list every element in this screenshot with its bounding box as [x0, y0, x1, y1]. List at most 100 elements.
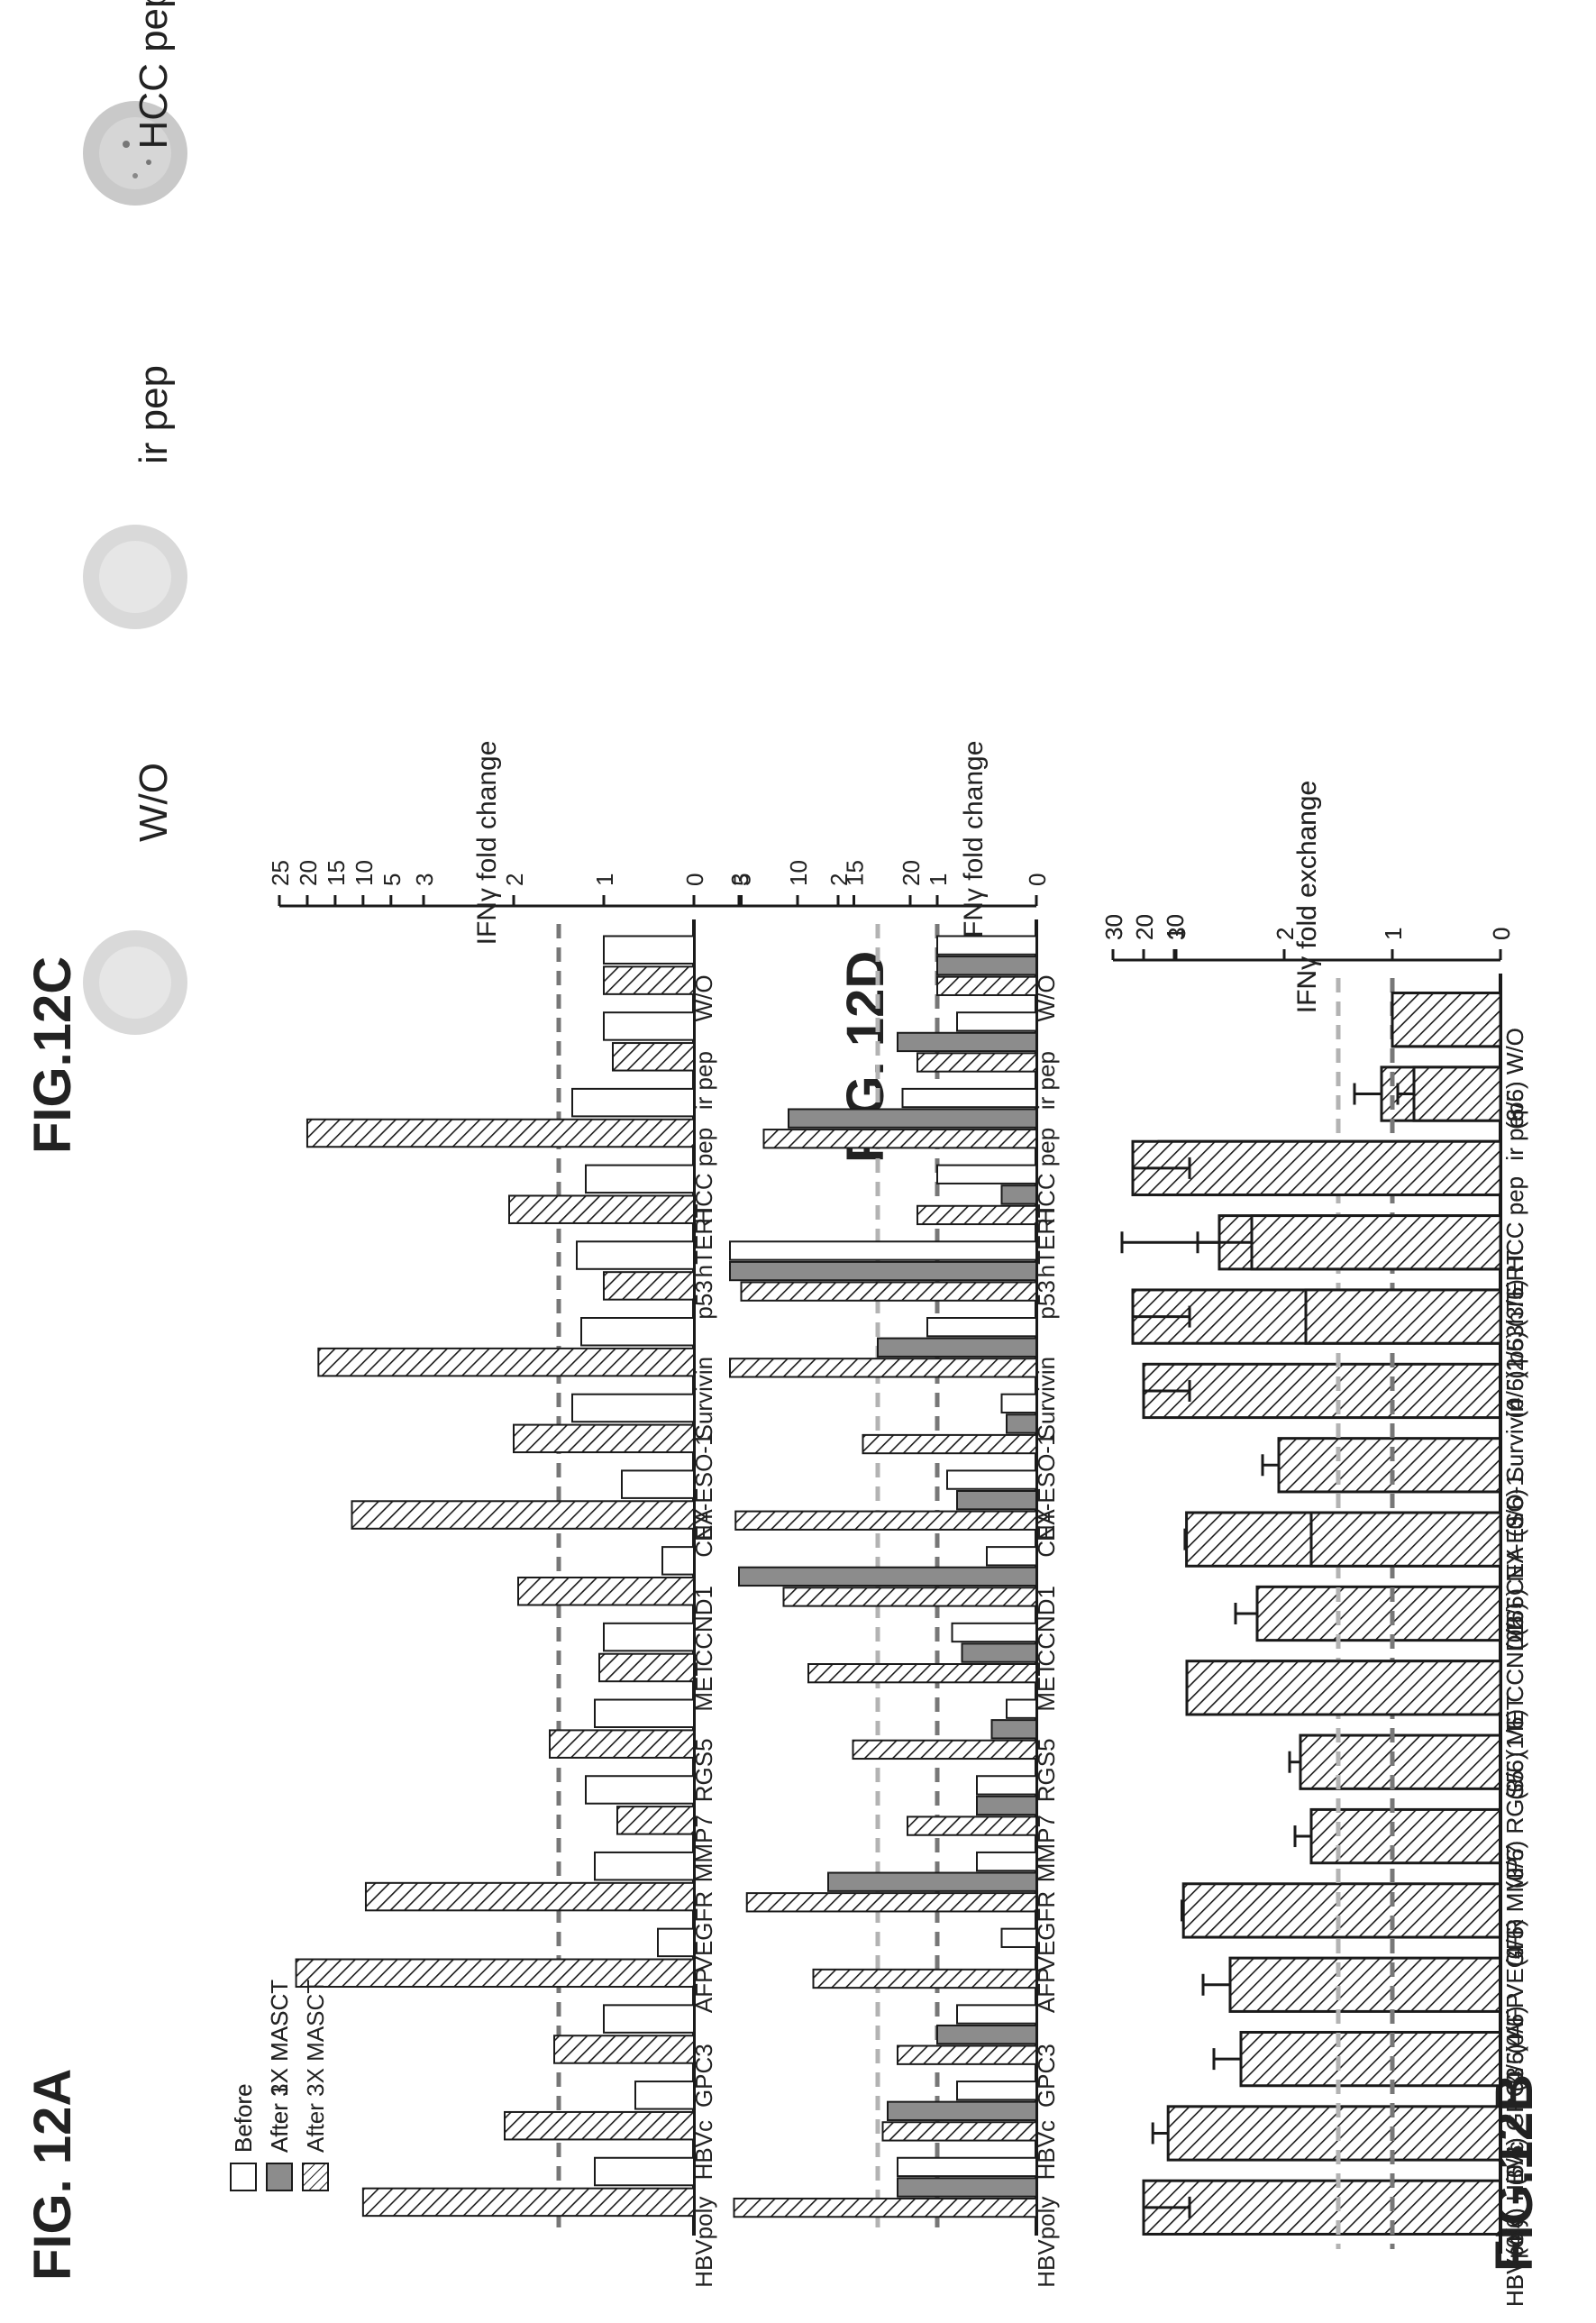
- value-tick-label: 20: [1131, 914, 1158, 940]
- category-label: (0/5) Survivin: [1501, 1399, 1528, 1537]
- bar: [1391, 992, 1502, 1048]
- value-tick-label: 10: [1162, 914, 1189, 940]
- category-label: (3/5) W/O: [1501, 1028, 1528, 1129]
- bar-after-3x-masct: [317, 1347, 695, 1377]
- bar-before: [901, 1087, 1037, 1109]
- bar-before: [571, 1087, 695, 1118]
- bar-before: [585, 1164, 695, 1194]
- value-tick-label: 5: [729, 873, 756, 886]
- category-label: ir pep: [1501, 1102, 1528, 1161]
- category-label: (4/6) MMP7: [1501, 1844, 1528, 1967]
- value-tick-label: 2: [1272, 928, 1299, 940]
- category-label: p53: [690, 1280, 717, 1319]
- bar-before: [576, 1240, 695, 1270]
- bar-before: [956, 2081, 1037, 2101]
- legend-label: Before: [230, 2083, 257, 2153]
- bar-after-1x-masct: [827, 1871, 1037, 1892]
- value-tick-label: 0: [681, 873, 708, 886]
- category-label: (0/5) p53: [1501, 1325, 1528, 1419]
- bar-after-1x-masct: [729, 1260, 1037, 1282]
- category-label: (0/5) VEGFR: [1501, 1918, 1528, 2053]
- spot-image-label-wo: W/O: [132, 763, 176, 842]
- bar-after-1x-masct: [990, 1719, 1037, 1740]
- bar-after-3x-masct: [351, 1500, 695, 1530]
- category-label: HBVpoly: [690, 2197, 717, 2288]
- category-label: (3/6) MET: [1501, 1696, 1528, 1800]
- category-label: (1/6) CCND1: [1501, 1622, 1528, 1757]
- value-tick-label: 15: [323, 860, 350, 886]
- bar-before: [603, 1011, 695, 1041]
- category-label: (5/6) GPC3: [1501, 2067, 1528, 2186]
- bar-after-3x-masct: [733, 2197, 1037, 2218]
- value-tick-label: 25: [267, 860, 294, 886]
- bar-before: [951, 1622, 1037, 1643]
- spot-image-label-hcc-pep: HCC pep: [132, 0, 176, 149]
- bar-after-3x-masct: [762, 1129, 1037, 1149]
- bar-after-3x-masct: [603, 965, 695, 995]
- bar-after-3x-masct: [616, 1806, 695, 1835]
- bar-after-1x-masct: [976, 1795, 1037, 1816]
- spot-image-ir-pep: ir pep: [83, 365, 187, 629]
- legend-swatch: [266, 2163, 293, 2191]
- value-tick-label: 2: [825, 873, 853, 886]
- category-label: (3/6) RGS5: [1501, 1770, 1528, 1889]
- value-tick-label: 0: [1488, 928, 1515, 940]
- value-tick-label: 1: [925, 873, 952, 886]
- bar-before: [603, 2004, 695, 2034]
- bar-after-3x-masct: [782, 1587, 1037, 1607]
- spot-image-label-ir-pep: ir pep: [132, 365, 176, 464]
- bar-after-1x-masct: [877, 1337, 1037, 1358]
- bar: [1142, 2179, 1502, 2236]
- legend: Before After 1X MASCT After 3X MASCT: [230, 1980, 329, 2191]
- value-tick-label: 3: [1163, 928, 1190, 940]
- bar-after-3x-masct: [812, 1968, 1037, 1989]
- category-label: (0/5) CEA: [1501, 1547, 1528, 1651]
- value-tick-label: 1: [591, 873, 618, 886]
- bar-after-3x-masct: [729, 1358, 1037, 1378]
- category-label: (4/6) HBVc: [1501, 2141, 1528, 2255]
- legend-swatch: [302, 2163, 329, 2191]
- bar: [1181, 1882, 1502, 1939]
- legend-swatch: [230, 2163, 257, 2191]
- value-tick-label: 2: [1272, 928, 1299, 940]
- y-axis-label: IFNγ fold exchange: [1292, 781, 1322, 1013]
- bar-after-3x-masct: [549, 1729, 695, 1759]
- bar-before: [621, 1469, 695, 1499]
- bar-after-3x-masct: [917, 1052, 1037, 1073]
- bar: [1185, 1660, 1502, 1716]
- bar-after-3x-masct: [361, 2187, 695, 2218]
- category-label: (2/6) CEA: [1501, 1547, 1528, 1651]
- bar-after-3x-masct: [852, 1739, 1037, 1761]
- bar-after-1x-masct: [936, 956, 1037, 976]
- bar-before: [1006, 1698, 1037, 1719]
- bar: [1228, 1956, 1502, 2013]
- bar-after-1x-masct: [1000, 1184, 1037, 1205]
- bar-after-1x-masct: [956, 1490, 1037, 1511]
- value-tick-label: 10: [785, 860, 812, 886]
- bar-after-1x-masct: [936, 2024, 1037, 2045]
- bar-after-3x-masct: [508, 1194, 695, 1224]
- spot-image-hcc-pep: HCC pep: [83, 0, 187, 206]
- bar-before: [594, 2156, 695, 2187]
- bar-after-3x-masct: [907, 1815, 1037, 1836]
- bar-before: [986, 1546, 1037, 1567]
- category-label: (0/4) GPC3: [1501, 2067, 1528, 2186]
- bar-before: [926, 1317, 1037, 1338]
- legend-label: After 3X MASCT: [266, 1980, 293, 2153]
- category-label: (1/5) CCND1: [1501, 1622, 1528, 1757]
- category-label: (0/5) AFP: [1501, 1993, 1528, 2092]
- legend-label: Before: [230, 2083, 257, 2153]
- value-tick-label: 30: [1100, 914, 1127, 940]
- bar-after-3x-masct: [897, 2044, 1037, 2065]
- bar-after-3x-masct: [295, 1958, 695, 1989]
- category-label: (1/5) hTERT: [1501, 1250, 1528, 1379]
- bar: [1309, 1807, 1502, 1865]
- bar-before: [580, 1317, 695, 1347]
- bar-before: [571, 1393, 695, 1423]
- category-label: (4/6) VEGFR: [1501, 1918, 1528, 2053]
- category-label: (3/6) HCC pep: [1501, 1176, 1528, 1328]
